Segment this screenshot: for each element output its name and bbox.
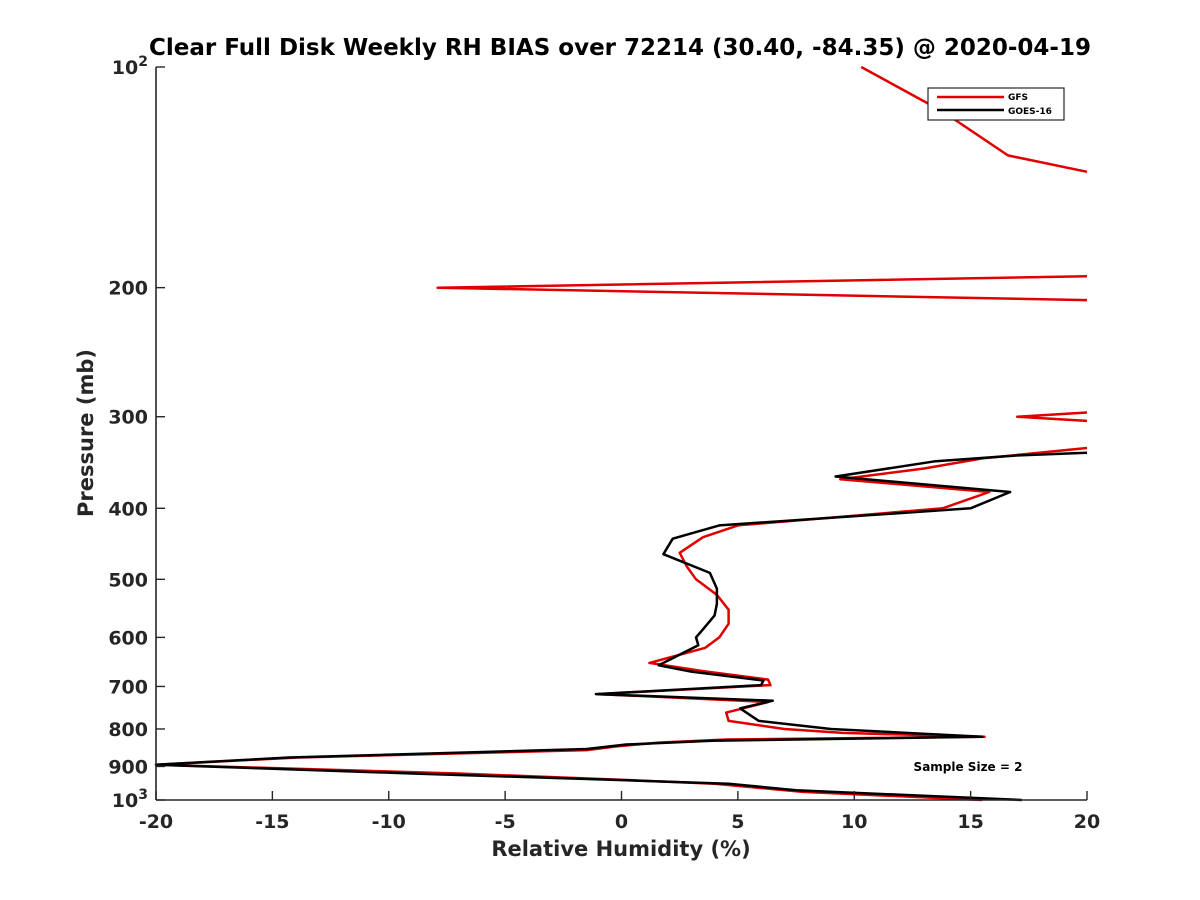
y-axis-label: Pressure (mb)	[74, 349, 98, 517]
y-tick-label: 102	[112, 54, 148, 79]
x-tick-label: 0	[615, 811, 628, 833]
y-tick-label: 500	[108, 569, 148, 591]
x-tick-label: -10	[372, 811, 406, 833]
y-tick-label: 300	[108, 407, 148, 429]
y-tick-label: 200	[108, 278, 148, 300]
y-tick-label: 400	[108, 498, 148, 520]
legend-label-goes16: GOES-16	[1008, 107, 1052, 117]
y-tick-label: 700	[108, 676, 148, 698]
x-tick-label: 10	[841, 811, 867, 833]
x-tick-label: -5	[495, 811, 516, 833]
x-axis-label: Relative Humidity (%)	[491, 837, 750, 861]
legend: GFS GOES-16	[927, 87, 1065, 121]
y-tick-label: 600	[108, 627, 148, 649]
x-tick-label: 5	[731, 811, 744, 833]
y-tick-label: 800	[108, 719, 148, 741]
legend-label-gfs: GFS	[1008, 93, 1028, 103]
series-goes16-line-1	[154, 451, 1088, 802]
series-gfs-line-1	[860, 65, 1088, 174]
axes	[155, 67, 1087, 801]
x-tick-label: -20	[139, 811, 173, 833]
series-gfs-line-4	[154, 446, 1088, 802]
legend-box	[927, 87, 1065, 121]
y-tick-label: 103	[112, 787, 148, 812]
y-tick-label: 900	[108, 756, 148, 778]
x-ticks: -20 -15 -10 -5 0 5 10 15 20	[139, 791, 1100, 833]
sample-size-annotation: Sample Size = 2	[914, 760, 1023, 774]
x-tick-label: 20	[1074, 811, 1100, 833]
series-gfs-line-3	[1015, 411, 1088, 423]
y-ticks: 102 200 300 400 500 600 700 800 900 103	[108, 54, 165, 812]
series-gfs-line-2	[436, 275, 1088, 302]
plot-area	[154, 65, 1088, 802]
x-tick-label: 15	[957, 811, 983, 833]
x-tick-label: -15	[255, 811, 289, 833]
chart-title: Clear Full Disk Weekly RH BIAS over 7221…	[149, 35, 1091, 61]
